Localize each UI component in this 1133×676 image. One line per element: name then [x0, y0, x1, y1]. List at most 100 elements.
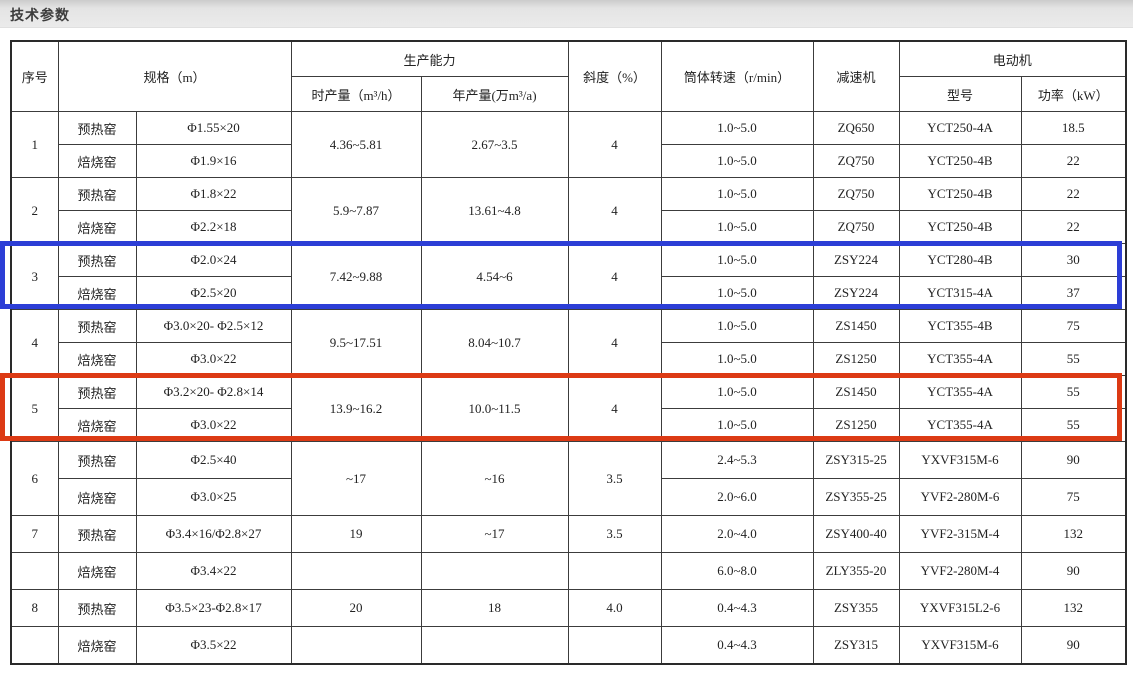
table-cell: ZSY315-25 — [812, 441, 900, 479]
table-cell: YCT250-4B — [898, 177, 1022, 211]
table-cell: ZSY224 — [812, 243, 900, 277]
table-cell: ZQ650 — [812, 111, 900, 145]
table-cell: 焙烧窑 — [57, 342, 137, 376]
table-cell: 预热窑 — [57, 111, 137, 145]
table-cell: 4.54~6 — [420, 243, 569, 310]
table-cell: 20 — [290, 589, 422, 627]
table-cell: 4 — [567, 111, 662, 178]
table-cell: 焙烧窑 — [57, 210, 137, 244]
table-cell: ZSY315 — [812, 626, 900, 665]
table-cell: 1.0~5.0 — [660, 408, 814, 442]
header-cell: 斜度（%） — [567, 40, 662, 112]
table-row: 2 预热窑 Φ1.8×22 5.9~7.87 13.61~4.8 4 1.0~5.0 ZQ75… — [10, 177, 1127, 244]
table-cell: 3 — [10, 243, 59, 310]
table-cell: YVF2-280M-4 — [898, 552, 1022, 590]
table-cell: YCT250-4B — [898, 210, 1022, 244]
table-cell: 1.0~5.0 — [660, 243, 814, 277]
table-cell — [567, 626, 662, 665]
table-cell: 1.0~5.0 — [660, 144, 814, 178]
table-cell: 2.4~5.3 — [660, 441, 814, 479]
table-cell: ~17 — [290, 441, 422, 516]
table-cell: 4.0 — [567, 589, 662, 627]
header-cell: 时产量（m³/h） — [290, 76, 422, 112]
table-header: 序号 规格（m） 生产能力 斜度（%） 筒体转速（r/min） 减速机 电动机 时产量（m³/… — [10, 40, 1127, 112]
header-cell: 筒体转速（r/min） — [660, 40, 814, 112]
table-cell: 焙烧窑 — [57, 552, 137, 590]
table-cell: YCT355-4A — [898, 408, 1022, 442]
table-cell: 1.0~5.0 — [660, 111, 814, 145]
table-cell: 2.67~3.5 — [420, 111, 569, 178]
header-cell: 规格（m） — [57, 40, 292, 112]
section-title: 技术参数 — [10, 7, 70, 23]
table-cell: 7 — [10, 515, 59, 553]
table-cell: 18 — [420, 589, 569, 627]
header-cell: 减速机 — [812, 40, 900, 112]
table-cell: Φ1.55×20 — [135, 111, 292, 145]
table-cell: Φ2.5×20 — [135, 276, 292, 310]
table-cell: ZSY355 — [812, 589, 900, 627]
table-cell: YCT355-4B — [898, 309, 1022, 343]
table-cell: ZQ750 — [812, 210, 900, 244]
table-cell: Φ1.8×22 — [135, 177, 292, 211]
table-cell: 1.0~5.0 — [660, 375, 814, 409]
table-cell: 6 — [10, 441, 59, 516]
table-cell: Φ2.0×24 — [135, 243, 292, 277]
table-cell: YXVF315M-6 — [898, 626, 1022, 665]
table-cell: 焙烧窑 — [57, 626, 137, 665]
table-cell: Φ3.5×22 — [135, 626, 292, 665]
table-cell: 4 — [567, 243, 662, 310]
table-cell: 预热窑 — [57, 375, 137, 409]
table-cell — [10, 552, 59, 590]
table-cell: 3.5 — [567, 515, 662, 553]
table-cell: YVF2-315M-4 — [898, 515, 1022, 553]
table-cell — [567, 552, 662, 590]
section-header-bar: 技术参数 — [0, 0, 1133, 28]
table-cell: ZS1250 — [812, 408, 900, 442]
table-body: 1 预热窑 Φ1.55×20 4.36~5.81 2.67~3.5 4 1.0~5.0 ZQ6… — [10, 111, 1127, 665]
table-cell: 90 — [1020, 626, 1127, 665]
table-cell: 预热窑 — [57, 243, 137, 277]
table-cell: 1.0~5.0 — [660, 276, 814, 310]
table-row: 焙烧窑 Φ2.2×18 1.0~5.0 ZQ750 YCT250-4B 22 — [11, 210, 1127, 244]
table-cell: 焙烧窑 — [57, 276, 137, 310]
table-cell: 90 — [1020, 552, 1127, 590]
parameters-table: 序号 规格（m） 生产能力 斜度（%） 筒体转速（r/min） 减速机 电动机 时产量（m³/… — [10, 40, 1128, 665]
table-cell: Φ3.0×25 — [135, 478, 292, 516]
table-cell: 4 — [567, 177, 662, 244]
table-cell: 6.0~8.0 — [660, 552, 814, 590]
table-cell: Φ3.0×20- Φ2.5×12 — [135, 309, 292, 343]
table-cell: 预热窑 — [57, 589, 137, 627]
table-cell: 4.36~5.81 — [290, 111, 422, 178]
table-row: 6 预热窑 Φ2.5×40 ~17 ~16 3.5 2.4~5.3 ZSY315-25 YXVF… — [10, 441, 1127, 516]
table-cell: ZSY400-40 — [812, 515, 900, 553]
table-cell: 8 — [10, 589, 59, 627]
table-row: 7 预热窑 Φ3.4×16/Φ2.8×27 19 ~17 3.5 2.0~4.0 ZSY400… — [10, 515, 1127, 553]
table-row: 3 预热窑 Φ2.0×24 7.42~9.88 4.54~6 4 1.0~5.0 ZSY224… — [10, 243, 1127, 310]
table-cell: ZS1250 — [812, 342, 900, 376]
table-cell: Φ3.4×22 — [135, 552, 292, 590]
table-cell: 55 — [1020, 342, 1127, 376]
table-cell: ZSY355-25 — [812, 478, 900, 516]
table-cell: YXVF315L2-6 — [898, 589, 1022, 627]
table-cell: YVF2-280M-6 — [898, 478, 1022, 516]
table-cell: YCT250-4A — [898, 111, 1022, 145]
table-cell: 预热窑 — [57, 441, 137, 479]
table-cell: 4 — [567, 375, 662, 442]
header-cell: 功率（kW） — [1020, 76, 1127, 112]
table-row: 8 预热窑 Φ3.5×23-Φ2.8×17 20 18 4.0 0.4~4.3 ZSY355 Y… — [10, 589, 1127, 627]
table-cell: 4 — [10, 309, 59, 376]
table-cell: 10.0~11.5 — [420, 375, 569, 442]
table-cell: 1.0~5.0 — [660, 177, 814, 211]
table-row: 焙烧窑 Φ1.9×16 1.0~5.0 ZQ750 YCT250-4B 22 — [11, 144, 1127, 178]
table-cell: Φ3.0×22 — [135, 342, 292, 376]
header-cell: 生产能力 — [290, 40, 569, 77]
table-cell: 1.0~5.0 — [660, 309, 814, 343]
table-cell: YXVF315M-6 — [898, 441, 1022, 479]
table-row: 焙烧窑 Φ3.0×22 1.0~5.0 ZS1250 YCT355-4A 55 — [11, 342, 1127, 376]
table-cell — [420, 552, 569, 590]
table-cell: 90 — [1020, 441, 1127, 479]
table-cell: 5.9~7.87 — [290, 177, 422, 244]
table-cell: 5 — [10, 375, 59, 442]
table-cell: 预热窑 — [57, 177, 137, 211]
